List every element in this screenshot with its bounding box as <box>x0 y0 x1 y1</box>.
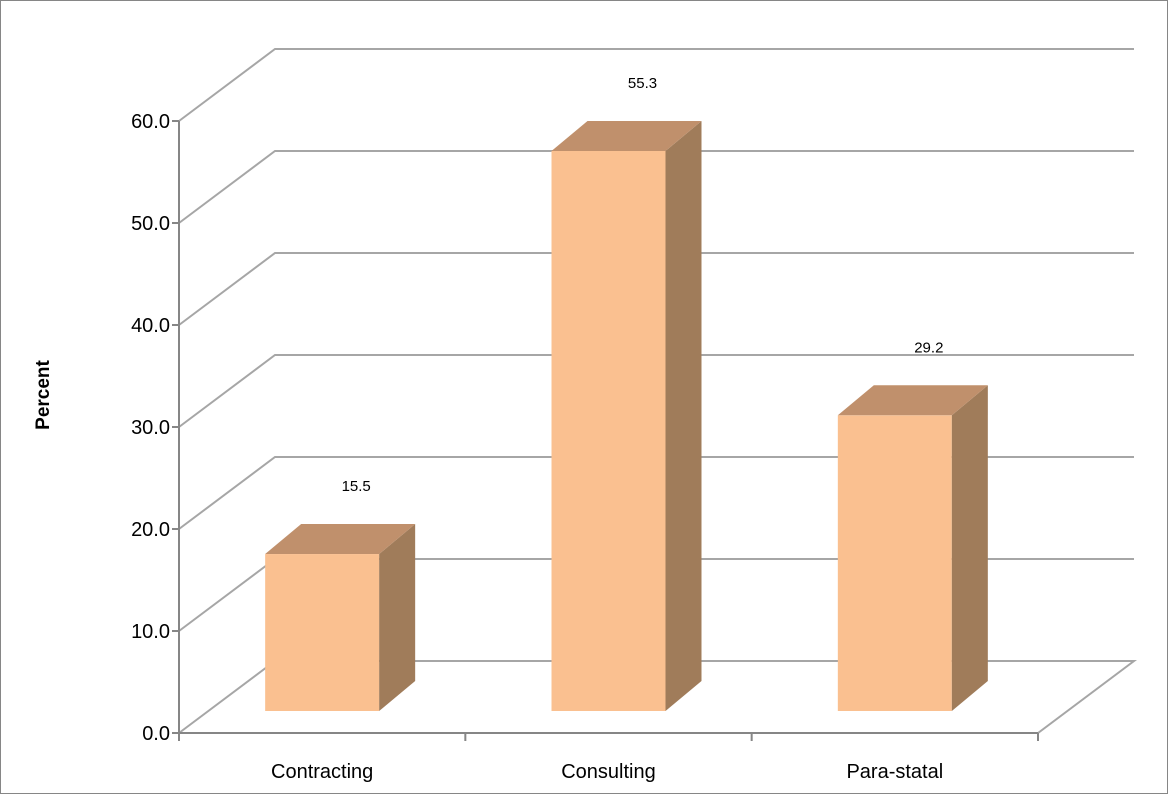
bar-side <box>665 121 702 711</box>
data-label: 15.5 <box>342 478 371 495</box>
bar-consulting <box>551 121 702 711</box>
axes <box>172 120 1039 741</box>
y-tick-label: 60.0 <box>131 111 170 133</box>
bar-side <box>951 385 988 711</box>
y-tick-label: 30.0 <box>131 417 170 439</box>
gridline <box>178 150 1134 224</box>
data-label: 55.3 <box>628 75 657 92</box>
bar-contracting <box>265 524 416 711</box>
bar-top <box>265 524 416 555</box>
bar-front <box>551 151 666 711</box>
y-tick-label: 50.0 <box>131 213 170 235</box>
y-tick-label: 40.0 <box>131 315 170 337</box>
bars <box>265 121 988 711</box>
x-category-label: Contracting <box>271 761 373 783</box>
x-category-label: Para-statal <box>846 761 943 783</box>
y-tick-label: 0.0 <box>142 723 170 745</box>
gridline <box>178 354 1134 428</box>
gridline <box>178 48 1134 122</box>
data-label: 29.2 <box>914 339 943 356</box>
y-tick-label: 10.0 <box>131 621 170 643</box>
gridline <box>178 252 1134 326</box>
y-tick-label: 20.0 <box>131 519 170 541</box>
labels: 0.0 10.0 20.0 30.0 40.0 50.0 60.0 15.5 Contracti… <box>131 75 943 783</box>
bar-top <box>837 385 988 416</box>
bar-front <box>837 415 952 711</box>
bar-side <box>379 524 416 711</box>
y-axis-title: Percent <box>33 359 54 429</box>
bar-top <box>551 121 702 151</box>
x-category-label: Consulting <box>561 761 656 783</box>
bar-para-statal <box>837 385 988 711</box>
bar-front <box>265 554 380 711</box>
